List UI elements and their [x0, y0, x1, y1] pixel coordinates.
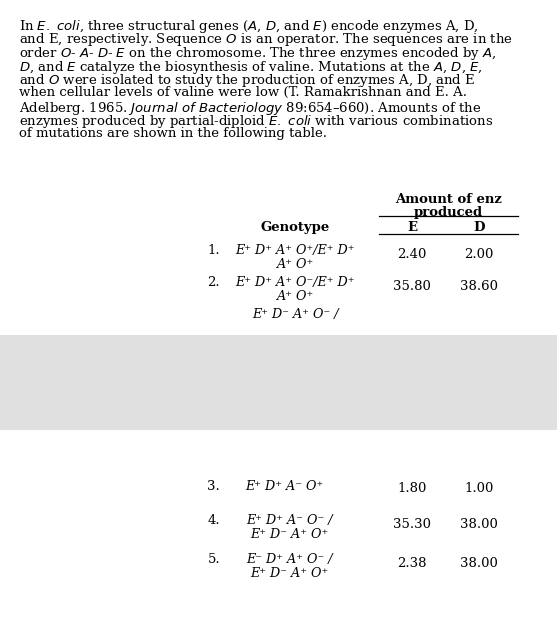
Text: 2.: 2. [207, 276, 220, 289]
Text: produced: produced [414, 206, 483, 219]
Text: E: E [407, 221, 417, 234]
Text: D: D [473, 221, 485, 234]
Text: 38.60: 38.60 [460, 280, 498, 294]
Text: A⁺ O⁺: A⁺ O⁺ [277, 258, 314, 271]
Text: and $\it{O}$ were isolated to study the production of enzymes A, D, and E: and $\it{O}$ were isolated to study the … [19, 72, 476, 89]
Text: 2.00: 2.00 [465, 249, 494, 261]
Text: E⁺ D⁻ A⁺ O⁺: E⁺ D⁻ A⁺ O⁺ [251, 528, 329, 541]
Text: E⁺ D⁻ A⁺ O⁺: E⁺ D⁻ A⁺ O⁺ [251, 567, 329, 580]
Text: $\it{D}$, and $\it{E}$ catalyze the biosynthesis of valine. Mutations at the $\i: $\it{D}$, and $\it{E}$ catalyze the bios… [19, 59, 483, 75]
Text: and E, respectively. Sequence $\it{O}$ is an operator. The sequences are in the: and E, respectively. Sequence $\it{O}$ i… [19, 32, 514, 48]
Text: E⁻ D⁺ A⁺ O⁻ /: E⁻ D⁺ A⁺ O⁻ / [246, 553, 333, 566]
Text: Adelberg. 1965. $\it{Journal\ of\ Bacteriology}$ 89:654–660). Amounts of the: Adelberg. 1965. $\it{Journal\ of\ Bacter… [19, 100, 482, 117]
Text: 2.40: 2.40 [398, 249, 427, 261]
Text: Amount of enz: Amount of enz [395, 193, 502, 206]
Text: order $\it{O}$- $\it{A}$- $\it{D}$- $\it{E}$ on the chromosome. The three enzyme: order $\it{O}$- $\it{A}$- $\it{D}$- $\it… [19, 45, 497, 62]
Text: 1.00: 1.00 [465, 482, 494, 495]
Text: 1.: 1. [207, 244, 220, 257]
Text: 35.30: 35.30 [393, 519, 431, 531]
Text: In $\it{E.\ coli}$, three structural genes ($\it{A}$, $\it{D}$, and $\it{E}$) en: In $\it{E.\ coli}$, three structural gen… [19, 18, 479, 35]
Text: 38.00: 38.00 [460, 519, 498, 531]
Text: E⁺ D⁺ A⁻ O⁺: E⁺ D⁺ A⁻ O⁺ [245, 480, 323, 493]
Text: 3.: 3. [207, 480, 220, 493]
Text: E⁺ D⁺ A⁺ O⁺/E⁺ D⁺: E⁺ D⁺ A⁺ O⁺/E⁺ D⁺ [236, 244, 355, 257]
Text: 1.80: 1.80 [398, 482, 427, 495]
Text: E⁺ D⁺ A⁺ O⁻/E⁺ D⁺: E⁺ D⁺ A⁺ O⁻/E⁺ D⁺ [236, 276, 355, 289]
Text: of mutations are shown in the following table.: of mutations are shown in the following … [19, 127, 328, 140]
Text: E⁺ D⁺ A⁻ O⁻ /: E⁺ D⁺ A⁻ O⁻ / [246, 514, 333, 527]
Text: Genotype: Genotype [261, 221, 330, 234]
Text: 35.80: 35.80 [393, 280, 431, 294]
Text: enzymes produced by partial-diploid $\it{E.\ coli}$ with various combinations: enzymes produced by partial-diploid $\it… [19, 113, 494, 130]
Text: when cellular levels of valine were low (T. Ramakrishnan and E. A.: when cellular levels of valine were low … [19, 86, 467, 99]
Text: 5.: 5. [207, 553, 220, 566]
Text: 2.38: 2.38 [398, 557, 427, 571]
Text: A⁺ O⁺: A⁺ O⁺ [277, 290, 314, 303]
Text: 4.: 4. [207, 514, 220, 527]
Text: E⁺ D⁻ A⁺ O⁻ /: E⁺ D⁻ A⁺ O⁻ / [252, 308, 339, 321]
Text: 38.00: 38.00 [460, 557, 498, 571]
